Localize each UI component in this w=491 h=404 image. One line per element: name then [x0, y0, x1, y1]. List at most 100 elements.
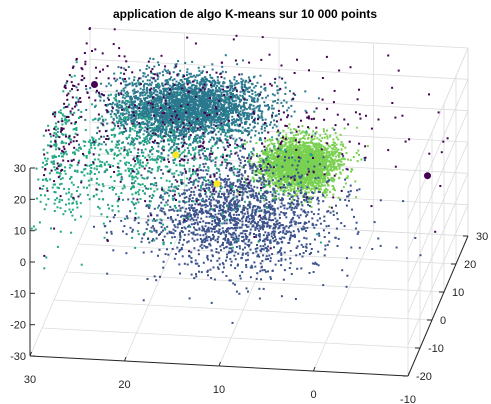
data-point	[163, 102, 166, 105]
data-point	[126, 100, 129, 103]
data-point	[231, 99, 234, 102]
data-point	[115, 109, 118, 112]
data-point	[248, 95, 251, 98]
data-point	[191, 98, 194, 101]
data-point	[324, 149, 326, 152]
data-point	[304, 185, 307, 188]
data-point	[185, 135, 187, 138]
data-point	[95, 91, 98, 94]
data-point	[271, 116, 274, 119]
data-point	[202, 138, 205, 141]
data-point	[142, 115, 145, 118]
data-point	[245, 101, 248, 104]
data-point	[145, 68, 148, 70]
data-point	[308, 127, 311, 130]
data-point	[132, 92, 135, 95]
data-point	[274, 163, 277, 166]
data-point	[107, 103, 110, 106]
data-point	[148, 141, 151, 144]
data-point	[188, 123, 191, 126]
data-point	[145, 131, 148, 133]
data-point	[235, 99, 238, 102]
data-point	[195, 93, 198, 96]
data-point	[293, 128, 296, 130]
data-point	[337, 151, 340, 154]
data-point	[148, 79, 151, 82]
data-point	[331, 169, 334, 172]
data-point	[235, 110, 238, 113]
data-point	[196, 122, 199, 125]
data-point	[222, 113, 225, 116]
data-point	[216, 79, 219, 82]
data-point	[215, 113, 218, 116]
data-point	[243, 93, 246, 96]
data-point	[138, 126, 141, 129]
data-point	[253, 120, 256, 123]
data-point	[321, 179, 324, 182]
data-point	[182, 97, 185, 100]
data-point	[328, 169, 331, 172]
data-point	[257, 155, 260, 158]
data-point	[100, 122, 103, 125]
data-point	[306, 147, 309, 150]
data-point	[154, 116, 157, 119]
data-point	[181, 115, 184, 118]
data-point	[186, 82, 189, 85]
data-point	[301, 131, 304, 134]
data-point	[141, 105, 144, 108]
data-point	[179, 117, 182, 120]
data-point	[230, 134, 233, 137]
data-point	[128, 111, 130, 114]
data-point	[193, 101, 196, 104]
data-point	[153, 100, 156, 103]
data-point	[159, 117, 162, 120]
data-point	[307, 198, 310, 201]
data-point	[325, 166, 328, 169]
data-point	[130, 140, 133, 143]
data-point	[283, 145, 286, 148]
data-point	[165, 95, 168, 98]
data-point	[211, 90, 214, 93]
box-edge	[407, 47, 469, 189]
data-point	[335, 173, 338, 176]
data-point	[204, 127, 207, 130]
data-point	[233, 76, 236, 78]
data-point	[243, 111, 246, 114]
data-point	[117, 109, 120, 112]
data-point	[253, 107, 256, 110]
data-point	[251, 97, 254, 100]
data-point	[331, 159, 334, 162]
data-point	[130, 99, 133, 102]
data-point	[304, 177, 307, 180]
data-point	[218, 121, 221, 124]
data-point	[205, 117, 208, 120]
data-point	[161, 147, 164, 150]
data-point	[306, 155, 309, 157]
data-point	[250, 96, 253, 99]
data-point	[190, 101, 193, 104]
data-point	[150, 95, 152, 98]
data-point	[270, 142, 273, 145]
data-point	[170, 90, 173, 93]
data-point	[264, 140, 267, 143]
data-point	[270, 160, 272, 163]
data-point	[265, 96, 268, 99]
data-point	[308, 201, 311, 204]
data-point	[339, 133, 342, 136]
data-point	[210, 123, 213, 126]
data-point	[213, 114, 216, 117]
data-point	[185, 123, 188, 126]
data-point	[264, 89, 267, 92]
data-point	[267, 159, 270, 162]
data-point	[196, 91, 199, 94]
data-point	[192, 95, 195, 98]
data-point	[131, 120, 134, 123]
data-point	[117, 106, 120, 109]
data-point	[222, 105, 225, 108]
data-point	[85, 108, 88, 111]
data-point	[181, 96, 184, 99]
data-point	[165, 116, 167, 119]
data-point	[302, 141, 305, 143]
data-point	[162, 125, 165, 128]
data-point	[200, 78, 203, 81]
